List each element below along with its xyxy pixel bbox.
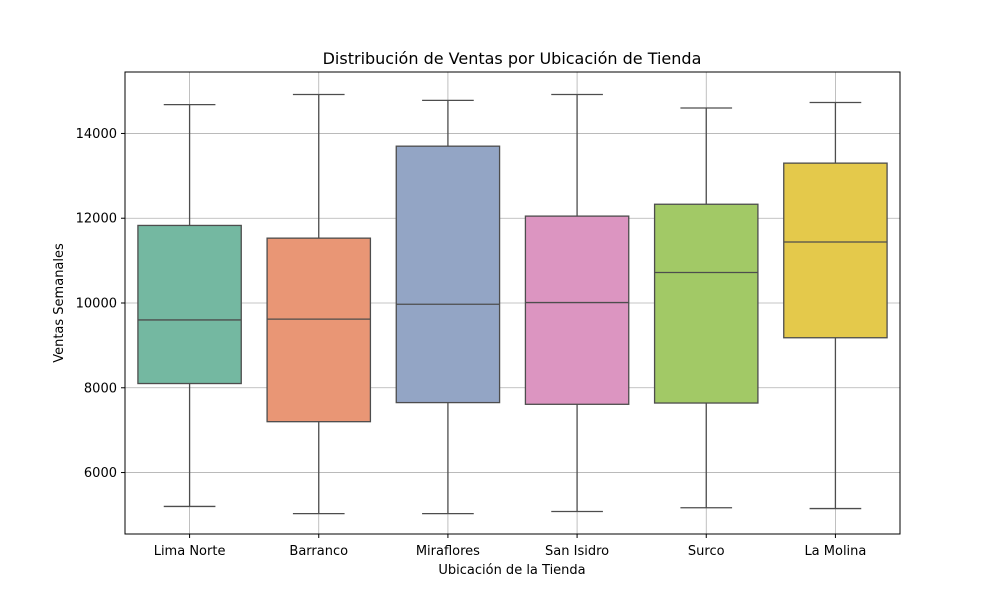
y-tick-label: 8000: [84, 381, 117, 396]
box-layer: [137, 93, 888, 515]
y-tick-label: 6000: [84, 466, 117, 481]
x-tick-label: San Isidro: [545, 544, 609, 559]
box-la-molina: [783, 101, 888, 510]
iqr-box: [524, 215, 630, 405]
box-surco: [653, 107, 759, 509]
x-tick-label: La Molina: [804, 544, 866, 559]
iqr-box: [266, 237, 372, 423]
chart-title: Distribución de Ventas por Ubicación de …: [323, 49, 702, 68]
y-tick-label: 12000: [76, 212, 117, 227]
y-tick-label: 14000: [76, 127, 117, 142]
iqr-box: [395, 145, 501, 404]
iqr-box: [137, 224, 242, 385]
x-axis-label: Ubicación de la Tienda: [438, 563, 585, 578]
x-tick-label: Barranco: [289, 544, 348, 559]
tick-layer: 6000 8000 10000 12000 14000 Lima Norte Barranc…: [76, 127, 867, 559]
box-lima-norte: [137, 103, 242, 508]
x-tick-label: Lima Norte: [154, 544, 226, 559]
y-axis-label: Ventas Semanales: [52, 243, 67, 363]
iqr-box: [653, 203, 759, 404]
y-tick-label: 10000: [76, 297, 117, 312]
x-tick-label: Miraflores: [416, 544, 480, 559]
box-barranco: [266, 93, 372, 515]
box-miraflores: [395, 99, 501, 515]
iqr-box: [783, 162, 888, 339]
x-tick-label: Surco: [688, 544, 725, 559]
box-san-isidro: [524, 93, 630, 513]
